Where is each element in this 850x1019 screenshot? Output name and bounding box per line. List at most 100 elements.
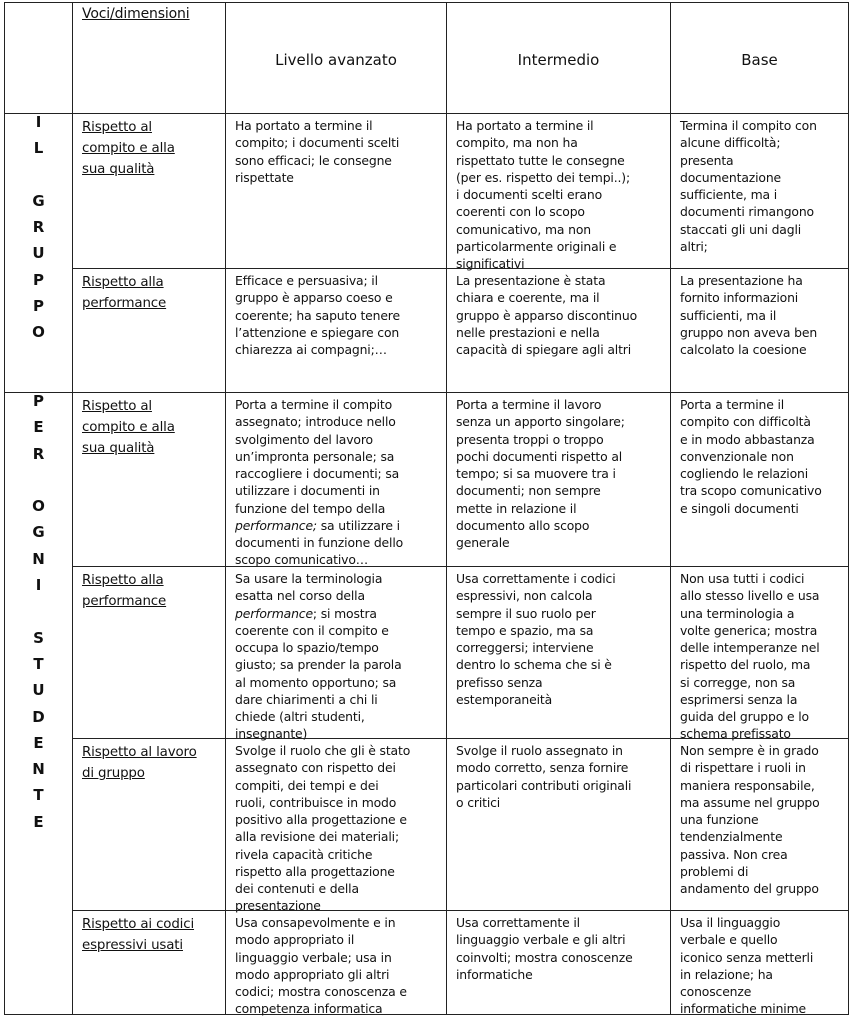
descriptor-line: problemi di [680,863,749,879]
descriptor-line: informatiche minime [680,1001,806,1017]
group-letter: U [32,681,45,700]
descriptor-cell-intermediate: Usa correttamente il linguaggio verbale e… [446,910,671,1015]
descriptor-cell-advanced: Porta a termine il compito assegnato; int… [225,392,447,567]
group-letter: I [35,576,42,595]
descriptor-text: Non sempre è in grado di rispettare i ruo… [680,742,820,897]
descriptor-line: e in modo abbastanza [680,431,815,447]
dimension-label-line: Rispetto al [82,399,152,414]
descriptor-line: di rispettare i ruoli in [680,760,806,776]
group-letter: R [32,444,45,463]
dimension-label-line: espressivi usati [82,938,183,953]
descriptor-cell-advanced: Svolge il ruolo che gli è stato assegnato… [225,738,447,913]
descriptor-line: tempo; si sa muovere tra i [456,466,616,481]
descriptor-cell-base: La presentazione ha fornito informazioni s… [670,268,849,393]
descriptor-line: performance; sa utilizzare i [235,517,400,533]
header-corner-cell [4,2,73,114]
descriptor-line: Svolge il ruolo assegnato in [456,743,623,758]
descriptor-text: Svolge il ruolo che gli è stato assegnato… [235,742,410,915]
descriptor-line: raccogliere i documenti; sa [235,466,400,481]
descriptor-cell-base: Non usa tutti i codici allo stesso livell… [670,566,849,741]
descriptor-line: delle intemperanze nel [680,640,820,655]
descriptor-line: capacità di spiegare agli altri [456,342,632,357]
descriptor-cell-intermediate: Svolge il ruolo assegnato in modo corrett… [446,738,671,911]
descriptor-line: fornito informazioni [680,290,799,306]
descriptor-line: Porta a termine il compito [235,397,393,412]
dimension-cell: Rispetto alla performance [72,566,226,739]
group-letter: N [32,549,45,568]
descriptor-line: linguaggio verbale; usa in [235,949,392,965]
descriptor-line: alla revisione dei materiali; [235,829,399,845]
descriptor-line: compito con difficoltà [680,414,811,430]
dimension-cell: Rispetto ai codici espressivi usati [72,910,226,1015]
dimension-label-line: Rispetto alla [82,573,164,588]
dimension-label-line: compito e alla [82,420,175,435]
descriptor-line: giusto; sa prender la parola [235,657,402,673]
group-letter: G [32,191,45,210]
dimension-label: Rispetto ai codici espressivi usati [82,914,194,956]
descriptor-line: documenti rimangono [680,204,814,220]
descriptor-line: chiarezza ai compagni;… [235,342,387,357]
group-letter: P [33,270,44,289]
descriptor-line: documenti; non sempre [456,483,601,499]
descriptor-line: si corregge, non sa [680,674,796,690]
descriptor-line: La presentazione ha [680,273,803,288]
descriptor-line: modo appropriato gli altri [235,966,390,982]
descriptor-line: funzione del tempo della [235,500,386,516]
header-level-cell: Intermedio [446,2,671,114]
descriptor-line: competenza informatica [235,1001,383,1017]
descriptor-line: Usa correttamente i codici [456,571,616,586]
descriptor-text: Termina il compito con alcune difficoltà;… [680,117,817,255]
descriptor-line: rispettato tutte le consegne [456,152,625,168]
group-letter: L [33,139,44,158]
header-dimension-cell: Voci/dimensioni [72,2,226,114]
level-header: Intermedio [517,51,600,69]
descriptor-text: Porta a termine il compito assegnato; int… [235,396,403,569]
descriptor-line: Porta a termine il lavoro [456,397,602,412]
descriptor-line: modo corretto, senza fornire [456,760,629,776]
descriptor-line: Sa usare la terminologia [235,571,383,586]
descriptor-line: scopo comunicativo… [235,552,369,568]
descriptor-line: senza un apporto singolare; [456,414,625,430]
descriptor-text: Efficace e persuasiva; il gruppo è appars… [235,272,400,358]
descriptor-line: gruppo è apparso coeso e [235,290,393,306]
descriptor-line: staccati gli uni dagli [680,221,802,237]
descriptor-cell-base: Usa il linguaggio verbale e quello iconico… [670,910,849,1017]
descriptor-line: sufficienti, ma il [680,307,777,323]
descriptor-line: Termina il compito con [680,118,817,133]
descriptor-line: esprimersi senza la [680,691,798,707]
descriptor-line: volte generica; mostra [680,622,818,638]
group-letter: P [33,297,44,316]
descriptor-line: passiva. Non crea [680,846,788,862]
descriptor-line: insegnante) [235,726,308,742]
descriptor-text: Usa correttamente il linguaggio verbale e… [456,914,633,983]
descriptor-line: assegnato; introduce nello [235,414,396,430]
descriptor-text: Porta a termine il lavoro senza un apport… [456,396,625,551]
descriptor-text: La presentazione ha fornito informazioni s… [680,272,817,358]
dimension-label: Rispetto al compito e alla sua qualità [82,117,175,180]
descriptor-line: Ha portato a termine il [235,118,373,133]
descriptor-line: positivo alla progettazione e [235,812,407,827]
descriptor-line: dei contenuti e della [235,881,359,896]
descriptor-line: rivela capacità critiche [235,846,373,862]
descriptor-line: andamento del gruppo [680,881,819,896]
descriptor-line: coinvolti; mostra conoscenze [456,949,633,965]
descriptor-cell-base: Non sempre è in grado di rispettare i ruo… [670,738,849,911]
descriptor-line: esatta nel corso della [235,588,365,604]
descriptor-cell-intermediate: Porta a termine il lavoro senza un apport… [446,392,671,567]
descriptor-line: al momento opportuno; sa [235,674,397,690]
descriptor-line: rispetto alla progettazione [235,863,395,879]
dimension-label-line: Rispetto alla [82,275,164,290]
descriptor-line: i documenti scelti erano [456,187,602,202]
descriptor-line: sono efficaci; le consegne [235,152,392,168]
descriptor-line: iconico senza metterli [680,949,814,965]
descriptor-line: verbale e quello [680,932,778,948]
group-letter: E [33,733,44,752]
descriptor-line: guida del gruppo e lo [680,709,809,724]
descriptor-line: correggersi; interviene [456,640,594,655]
descriptor-cell-intermediate: La presentazione è stata chiara e coerent… [446,268,671,393]
dimension-label-line: performance [82,296,167,311]
descriptor-text: Usa consapevolmente e in modo appropriato… [235,914,407,1018]
